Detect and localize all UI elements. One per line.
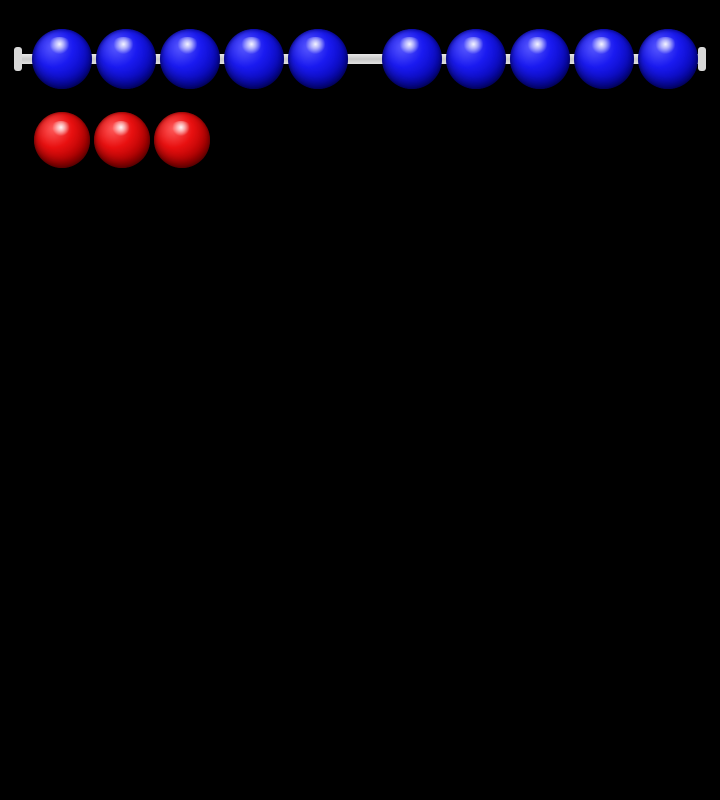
bar-end-left bbox=[14, 47, 22, 71]
row-blue-bead bbox=[96, 29, 156, 89]
row-red-bead bbox=[94, 112, 150, 168]
row-blue-bead bbox=[510, 29, 570, 89]
row-blue-bead bbox=[382, 29, 442, 89]
row-blue-bead bbox=[32, 29, 92, 89]
row-red-bead bbox=[154, 112, 210, 168]
row-blue-bead bbox=[574, 29, 634, 89]
bar-end-right bbox=[698, 47, 706, 71]
bead-diagram bbox=[0, 0, 720, 800]
row-blue-bead bbox=[224, 29, 284, 89]
row-blue-bead bbox=[638, 29, 698, 89]
row-blue-bead bbox=[446, 29, 506, 89]
row-red-bead bbox=[34, 112, 90, 168]
row-blue-bead bbox=[160, 29, 220, 89]
row-blue-bead bbox=[288, 29, 348, 89]
